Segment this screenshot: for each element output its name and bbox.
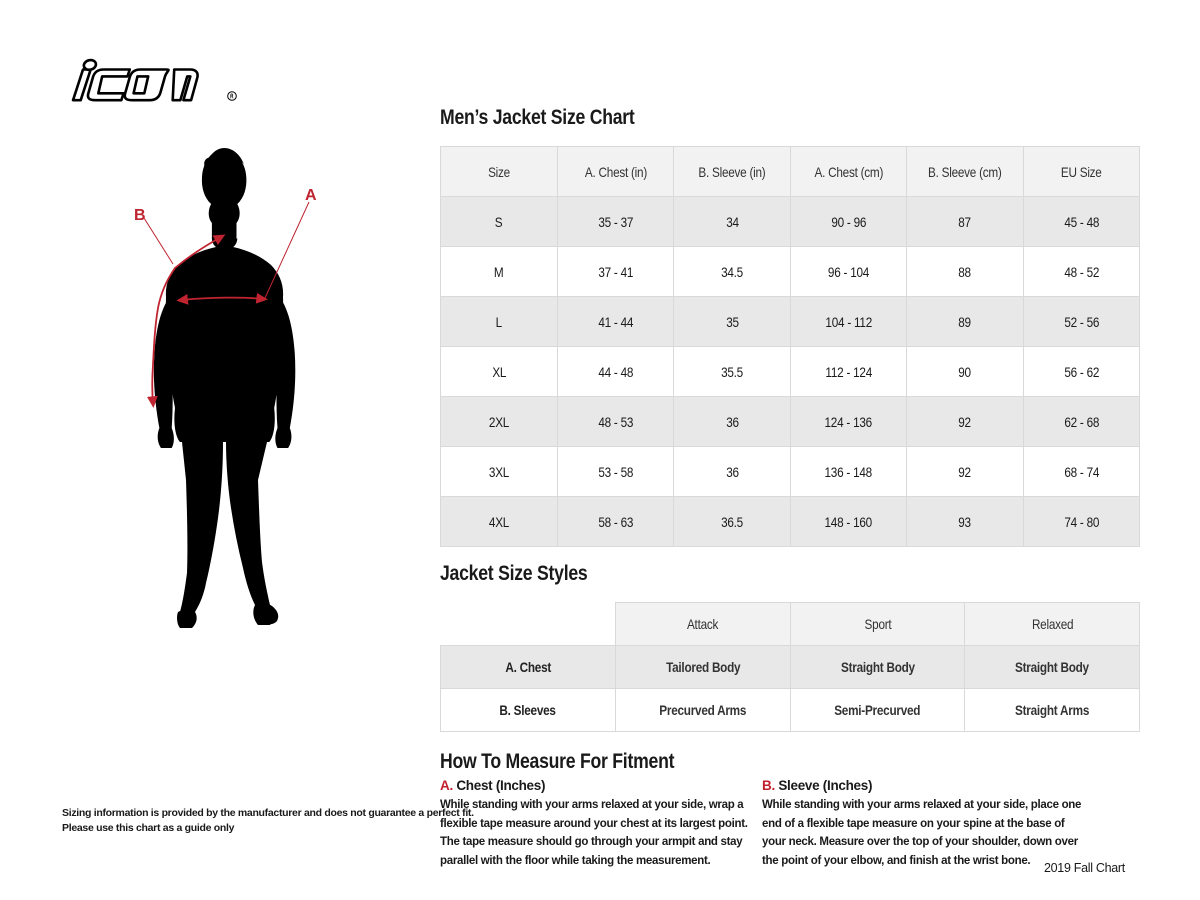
svg-text:B: B — [134, 207, 146, 224]
svg-text:A: A — [305, 187, 317, 204]
